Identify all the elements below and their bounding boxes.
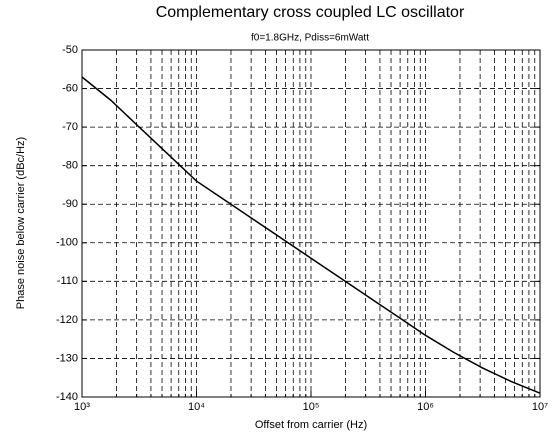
y-tick-label: -130	[56, 352, 78, 364]
y-tick-label: -90	[62, 198, 78, 210]
y-tick-label: -120	[56, 314, 78, 326]
series-line	[81, 76, 541, 394]
y-tick-label: -50	[62, 44, 78, 56]
x-tick-label: 10⁶	[417, 401, 434, 413]
x-tick-label: 10⁷	[532, 401, 548, 413]
plot-frame	[81, 49, 541, 398]
y-tick-label: -70	[62, 121, 78, 133]
x-tick-label: 10⁴	[188, 401, 205, 413]
y-tick-label: -140	[56, 391, 78, 403]
x-axis-label: Offset from carrier (Hz)	[255, 419, 367, 431]
x-tick-label: 10³	[74, 401, 90, 413]
y-tick-label: -60	[62, 82, 78, 94]
y-tick-label: -100	[56, 237, 78, 249]
x-tick-label: 10⁵	[303, 401, 320, 413]
chart-title: Complementary cross coupled LC oscillato…	[156, 4, 465, 21]
y-tick-label: -110	[57, 275, 78, 287]
chart-subtitle: f0=1.8GHz, Pdiss=6mWatt	[251, 33, 369, 44]
y-tick-label: -80	[62, 160, 78, 172]
y-axis-label: Phase noise below carrier (dBc/Hz)	[15, 137, 27, 309]
